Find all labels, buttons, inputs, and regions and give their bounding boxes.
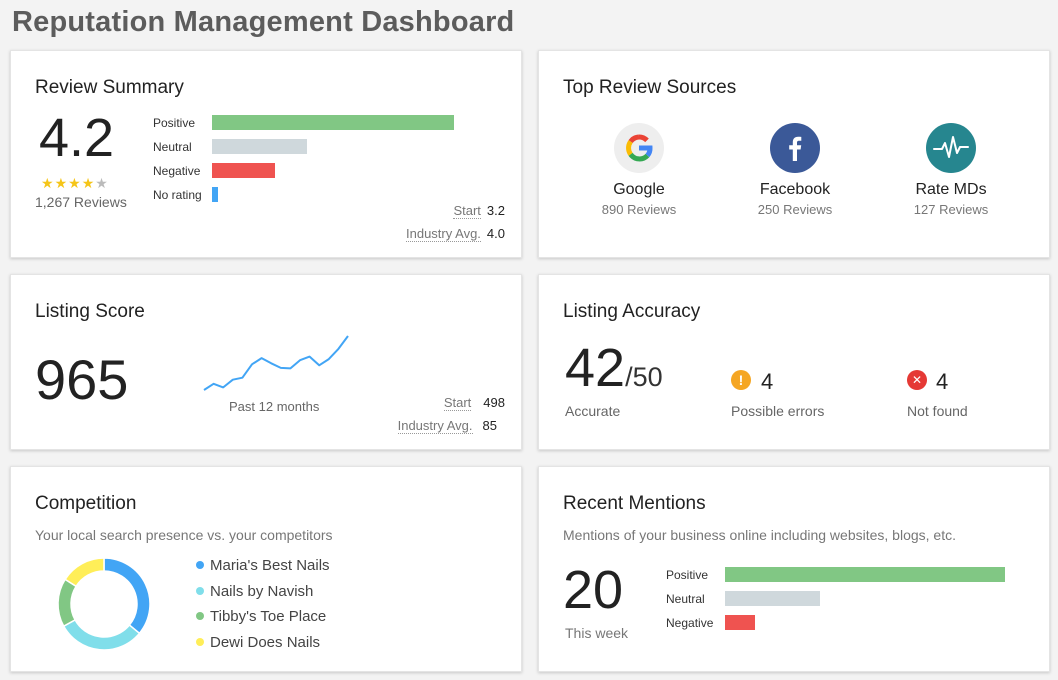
- mentions-caption: This week: [565, 625, 629, 641]
- bar-positive: [212, 115, 454, 130]
- bar-negative: [212, 163, 275, 178]
- card-title: Recent Mentions: [563, 493, 706, 514]
- sparkline-caption: Past 12 months: [229, 399, 320, 414]
- industry-stat: Industry Avg. 85: [397, 418, 497, 434]
- source-count: 250 Reviews: [757, 202, 833, 217]
- source-google[interactable]: Google 890 Reviews: [559, 123, 719, 217]
- listing-score-card: Listing Score 965 Past 12 months Start 49…: [10, 274, 522, 450]
- legend-swatch: [196, 637, 204, 646]
- legend-label: Tibby's Toe Place: [210, 608, 327, 625]
- review-count: 1,267 Reviews: [35, 194, 127, 210]
- bar-label: Neutral: [666, 592, 705, 606]
- source-rate-mds[interactable]: Rate MDs 127 Reviews: [871, 123, 1031, 217]
- sparkline-series: [203, 335, 349, 391]
- source-name: Rate MDs: [915, 181, 987, 198]
- source-facebook[interactable]: Facebook 250 Reviews: [715, 123, 875, 217]
- listing-score-value: 965: [35, 348, 129, 411]
- facebook-icon: [770, 123, 820, 173]
- start-stat: Start 3.2: [453, 203, 505, 219]
- possible-errors-value: 4: [761, 369, 774, 394]
- competition-donut-chart: [57, 557, 151, 651]
- page-title: Reputation Management Dashboard: [12, 6, 515, 38]
- source-name: Facebook: [759, 181, 831, 198]
- listing-score-sparkline: [203, 335, 349, 391]
- bar-neutral: [725, 591, 820, 606]
- bar-negative: [725, 615, 755, 630]
- card-title: Top Review Sources: [563, 77, 737, 98]
- legend-swatch: [196, 586, 204, 595]
- legend-item: Tibby's Toe Place: [196, 608, 326, 625]
- competition-card: Competition Your local search presence v…: [10, 466, 522, 672]
- industry-value: 85: [482, 418, 497, 433]
- bar-label: Positive: [666, 568, 709, 582]
- star-icon: ★: [95, 175, 109, 191]
- accurate-total: /50: [625, 362, 663, 392]
- industry-stat: Industry Avg. 4.0: [406, 226, 505, 242]
- accurate-label: Accurate: [565, 403, 621, 419]
- legend-item: Dewi Does Nails: [196, 634, 320, 651]
- bar-label: No rating: [153, 188, 202, 202]
- legend-swatch: [196, 561, 204, 570]
- start-value: 3.2: [486, 203, 505, 218]
- card-title: Review Summary: [35, 77, 184, 98]
- star-icon: ★: [54, 175, 69, 191]
- source-name: Google: [613, 181, 665, 198]
- source-count: 890 Reviews: [601, 202, 677, 217]
- source-count: 127 Reviews: [913, 202, 989, 217]
- legend-item: Nails by Navish: [196, 583, 313, 600]
- bar-label: Negative: [153, 164, 201, 178]
- star-icon: ★: [81, 175, 96, 191]
- recent-mentions-card: Recent Mentions Mentions of your busines…: [538, 466, 1050, 672]
- legend-label: Dewi Does Nails: [210, 633, 321, 651]
- bar-label: Negative: [666, 616, 714, 630]
- star-rating: ★★★★★: [41, 175, 109, 192]
- bar-label: Neutral: [153, 140, 192, 154]
- card-title: Listing Score: [35, 301, 145, 322]
- accurate-count: 42/50: [565, 337, 663, 399]
- legend-item: Maria's Best Nails: [196, 557, 330, 574]
- industry-label: Industry Avg.: [406, 226, 481, 242]
- legend-label: Nails by Navish: [210, 582, 314, 600]
- bar-positive: [725, 567, 1005, 582]
- donut-slice: [103, 557, 151, 635]
- start-label: Start: [453, 203, 481, 219]
- accurate-value: 42: [565, 338, 626, 398]
- bar-label: Positive: [153, 116, 196, 130]
- possible-errors-label: Possible errors: [731, 403, 825, 419]
- card-title: Competition: [35, 493, 137, 514]
- card-subtitle: Mentions of your business online includi…: [563, 527, 956, 543]
- legend-label: Maria's Best Nails: [210, 557, 330, 574]
- card-subtitle: Your local search presence vs. your comp…: [35, 527, 333, 543]
- error-icon: ✕: [907, 370, 927, 390]
- review-summary-card: Review Summary 4.2 ★★★★★ 1,267 Reviews P…: [10, 50, 522, 258]
- bar-no-rating: [212, 187, 218, 202]
- industry-value: 4.0: [486, 226, 505, 241]
- mentions-count: 20: [563, 560, 624, 620]
- star-icon: ★: [68, 175, 82, 191]
- warning-icon: !: [731, 370, 751, 390]
- top-review-sources-card: Top Review Sources Google 890 Reviews Fa…: [538, 50, 1050, 258]
- donut-slice: [64, 557, 105, 588]
- donut-slice: [62, 618, 141, 651]
- start-value: 498: [483, 395, 505, 410]
- listing-accuracy-card: Listing Accuracy 42/50 Accurate ! 4 Poss…: [538, 274, 1050, 450]
- not-found-label: Not found: [907, 403, 968, 419]
- google-icon: [614, 123, 664, 173]
- card-title: Listing Accuracy: [563, 301, 701, 322]
- star-icon: ★: [41, 175, 55, 191]
- industry-label: Industry Avg.: [397, 418, 473, 434]
- donut-slice: [57, 578, 78, 628]
- start-label: Start: [443, 395, 472, 411]
- bar-neutral: [212, 139, 307, 154]
- heartbeat-icon: [926, 123, 976, 173]
- average-rating: 4.2: [39, 108, 115, 168]
- start-stat: Start 498: [443, 395, 505, 411]
- not-found-value: 4: [936, 369, 949, 394]
- legend-swatch: [196, 612, 204, 621]
